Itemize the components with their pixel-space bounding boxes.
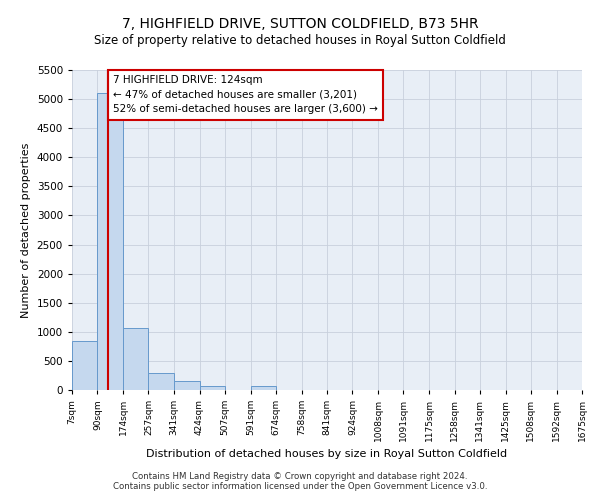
Text: Contains public sector information licensed under the Open Government Licence v3: Contains public sector information licen… <box>113 482 487 491</box>
X-axis label: Distribution of detached houses by size in Royal Sutton Coldfield: Distribution of detached houses by size … <box>146 450 508 460</box>
Bar <box>123 328 148 390</box>
Bar <box>174 382 199 390</box>
Text: 7, HIGHFIELD DRIVE, SUTTON COLDFIELD, B73 5HR: 7, HIGHFIELD DRIVE, SUTTON COLDFIELD, B7… <box>122 18 478 32</box>
Bar <box>72 340 97 390</box>
Bar <box>97 94 123 390</box>
Bar <box>251 386 276 390</box>
Y-axis label: Number of detached properties: Number of detached properties <box>21 142 31 318</box>
Bar <box>199 386 225 390</box>
Text: Contains HM Land Registry data © Crown copyright and database right 2024.: Contains HM Land Registry data © Crown c… <box>132 472 468 481</box>
Text: Size of property relative to detached houses in Royal Sutton Coldfield: Size of property relative to detached ho… <box>94 34 506 47</box>
Text: 7 HIGHFIELD DRIVE: 124sqm
← 47% of detached houses are smaller (3,201)
52% of se: 7 HIGHFIELD DRIVE: 124sqm ← 47% of detac… <box>113 75 377 114</box>
Bar <box>148 372 174 390</box>
